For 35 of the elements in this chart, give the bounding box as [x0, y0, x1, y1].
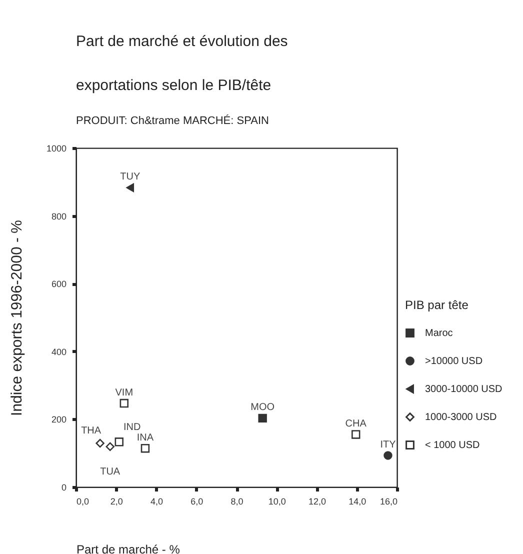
annotation: TUY — [120, 172, 140, 183]
annotation: THA — [81, 425, 102, 436]
text: exportations selon le PIB/tête — [76, 77, 272, 94]
chart-subtitle: PRODUIT: Ch&trame MARCHÉ: SPAIN — [76, 114, 269, 127]
legend-label: Maroc — [425, 328, 453, 339]
annotation: VIM — [115, 387, 134, 398]
y-tick-label: 400 — [51, 346, 66, 357]
x-tick-label: 14,0 — [348, 496, 366, 506]
legend-label: < 1000 USD — [425, 440, 480, 451]
text: Part de marché et évolution des — [76, 33, 288, 50]
x-tick-label: 8,0 — [230, 496, 244, 506]
annotation: MOO — [250, 402, 275, 414]
x-axis-title: Part de marché - % — [76, 542, 180, 554]
annotation: CHA — [345, 418, 367, 430]
y-axis-title: Indice exports 1996-2000 - % — [8, 220, 26, 416]
y-tick-label: 200 — [51, 414, 66, 425]
legend-label: 3000-10000 USD — [425, 384, 502, 395]
x-tick-label: 4,0 — [150, 496, 164, 506]
annotation: IND — [124, 422, 141, 433]
x-tick-label: 2,0 — [110, 496, 123, 506]
y-tick-label: 600 — [51, 279, 66, 290]
x-tick-label: 10,0 — [268, 496, 286, 506]
legend-label: 1000-3000 USD — [425, 412, 497, 423]
legend-title: PIB par tête — [405, 298, 469, 312]
x-tick-label: 6,0 — [190, 496, 204, 506]
x-tick-label: 16,0 — [380, 496, 398, 506]
annotation: INA — [136, 432, 154, 444]
x-tick-label: 0,0 — [76, 496, 90, 506]
y-tick-label: 1000 — [46, 144, 66, 154]
annotation: ITY — [380, 439, 396, 450]
x-tick-label: 12,0 — [308, 496, 326, 506]
y-tick-label: 0 — [61, 482, 66, 492]
annotation: TUA — [100, 466, 120, 478]
y-tick-label: 800 — [51, 211, 66, 222]
legend-label: >10000 USD — [425, 356, 483, 367]
